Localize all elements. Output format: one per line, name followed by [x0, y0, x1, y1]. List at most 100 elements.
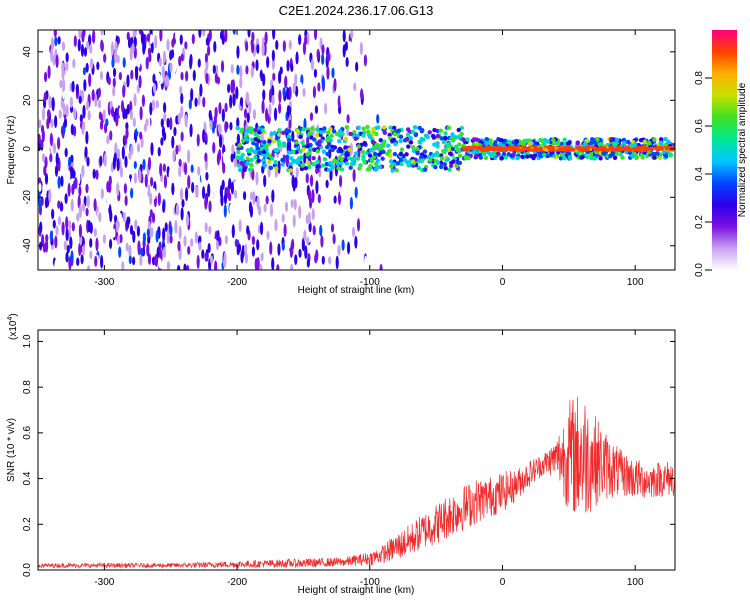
heatmap-cell [261, 99, 265, 114]
heatmap-cell [178, 158, 182, 168]
heatmap-cell [200, 169, 205, 184]
y-tick-label: -20 [22, 190, 33, 205]
heatmap-cell [614, 137, 620, 143]
heatmap-cell [501, 147, 507, 151]
heatmap-cell [295, 85, 299, 97]
heatmap-cell [286, 128, 292, 134]
heatmap-cell [73, 108, 77, 120]
heatmap-cell [367, 134, 373, 139]
heatmap-cell [76, 257, 80, 267]
heatmap-cell [209, 119, 213, 130]
heatmap-cell [204, 53, 209, 63]
heatmap-cell [299, 176, 303, 188]
heatmap-cell [333, 78, 337, 92]
y-tick-label: 0.4 [22, 471, 33, 485]
heatmap-cell [325, 151, 330, 157]
heatmap-cell [65, 61, 69, 71]
heatmap-cell [608, 145, 614, 149]
heatmap-cell [298, 34, 302, 46]
heatmap-cell [164, 74, 169, 88]
heatmap-cell [178, 225, 182, 240]
heatmap-cell [288, 139, 292, 153]
heatmap-cell [41, 153, 46, 163]
heatmap-cell [433, 164, 438, 170]
heatmap-cell [306, 258, 310, 268]
heatmap-cell [79, 114, 83, 123]
heatmap-cell [116, 182, 120, 197]
heatmap-cell [201, 186, 206, 200]
heatmap-cell [315, 159, 320, 165]
heatmap-cell [315, 149, 320, 154]
heatmap-cell [380, 156, 385, 161]
heatmap-cell [244, 137, 250, 142]
heatmap-cell [53, 30, 57, 38]
heatmap-cell [336, 166, 341, 171]
heatmap-cell [125, 242, 129, 252]
heatmap-cell [499, 156, 504, 161]
heatmap-cell [229, 122, 233, 131]
heatmap-cell [344, 152, 349, 158]
heatmap-cell [155, 100, 159, 109]
heatmap-cell [39, 43, 43, 57]
heatmap-cell [291, 130, 295, 142]
heatmap-cell [236, 64, 240, 75]
heatmap-cell [82, 67, 87, 76]
heatmap-cell [146, 33, 151, 43]
heatmap-cell [105, 118, 109, 127]
heatmap-cell [78, 185, 82, 197]
heatmap-cell [306, 236, 310, 246]
heatmap-cell [177, 112, 181, 125]
heatmap-cell [39, 221, 43, 234]
heatmap-cell [64, 193, 68, 205]
heatmap-cell [261, 42, 265, 57]
heatmap-cell [191, 33, 195, 45]
heatmap-cell [388, 159, 394, 164]
heatmap-cell [132, 230, 136, 243]
heatmap-frame [37, 29, 676, 271]
heatmap-cell [450, 146, 456, 152]
x-tick-label: -100 [360, 577, 380, 588]
heatmap-cell [126, 89, 131, 100]
heatmap-cell [304, 245, 308, 260]
heatmap-cell [175, 144, 179, 155]
heatmap-cell [288, 168, 293, 173]
heatmap-cell [85, 100, 90, 111]
heatmap-cell [481, 151, 486, 156]
heatmap-cell [126, 216, 130, 229]
heatmap-cell [186, 264, 190, 270]
heatmap-cell [180, 105, 184, 119]
heatmap-cell [103, 153, 107, 167]
heatmap-cell [343, 136, 349, 142]
heatmap-cell [188, 109, 193, 124]
heatmap-cell [446, 125, 452, 130]
heatmap-cell [343, 145, 348, 150]
heatmap-cell [346, 127, 350, 137]
heatmap-cell [161, 65, 165, 79]
x-tick-label: -200 [227, 577, 247, 588]
heatmap-cell [378, 138, 383, 143]
heatmap-cell [249, 130, 254, 135]
heatmap-cell [45, 49, 50, 64]
heatmap-cell [87, 110, 91, 121]
heatmap-cell [288, 86, 292, 100]
heatmap-cell [286, 137, 292, 143]
snr-series-line [38, 396, 675, 569]
heatmap-cell [664, 147, 670, 151]
heatmap-cell [52, 142, 57, 154]
heatmap-cell [363, 54, 368, 67]
snr-panel: -300 -200 -100 0 100 0.0 0.2 0.4 0.6 0.8 1.0 Heig… [6, 313, 676, 596]
snr-y-scale: (x104) [7, 313, 19, 340]
heatmap-cell [337, 129, 343, 134]
heatmap-cell [272, 30, 276, 40]
heatmap-cell [277, 128, 282, 133]
heatmap-cell [317, 194, 321, 204]
heatmap-cell [114, 40, 118, 54]
heatmap-cell [236, 45, 240, 59]
heatmap-cell [172, 63, 177, 74]
heatmap-cell [283, 223, 287, 237]
heatmap-cell [232, 93, 236, 107]
heatmap-cell [227, 83, 231, 94]
heatmap-cell [137, 59, 141, 69]
heatmap-cell [303, 152, 307, 164]
heatmap-cell [352, 169, 356, 182]
